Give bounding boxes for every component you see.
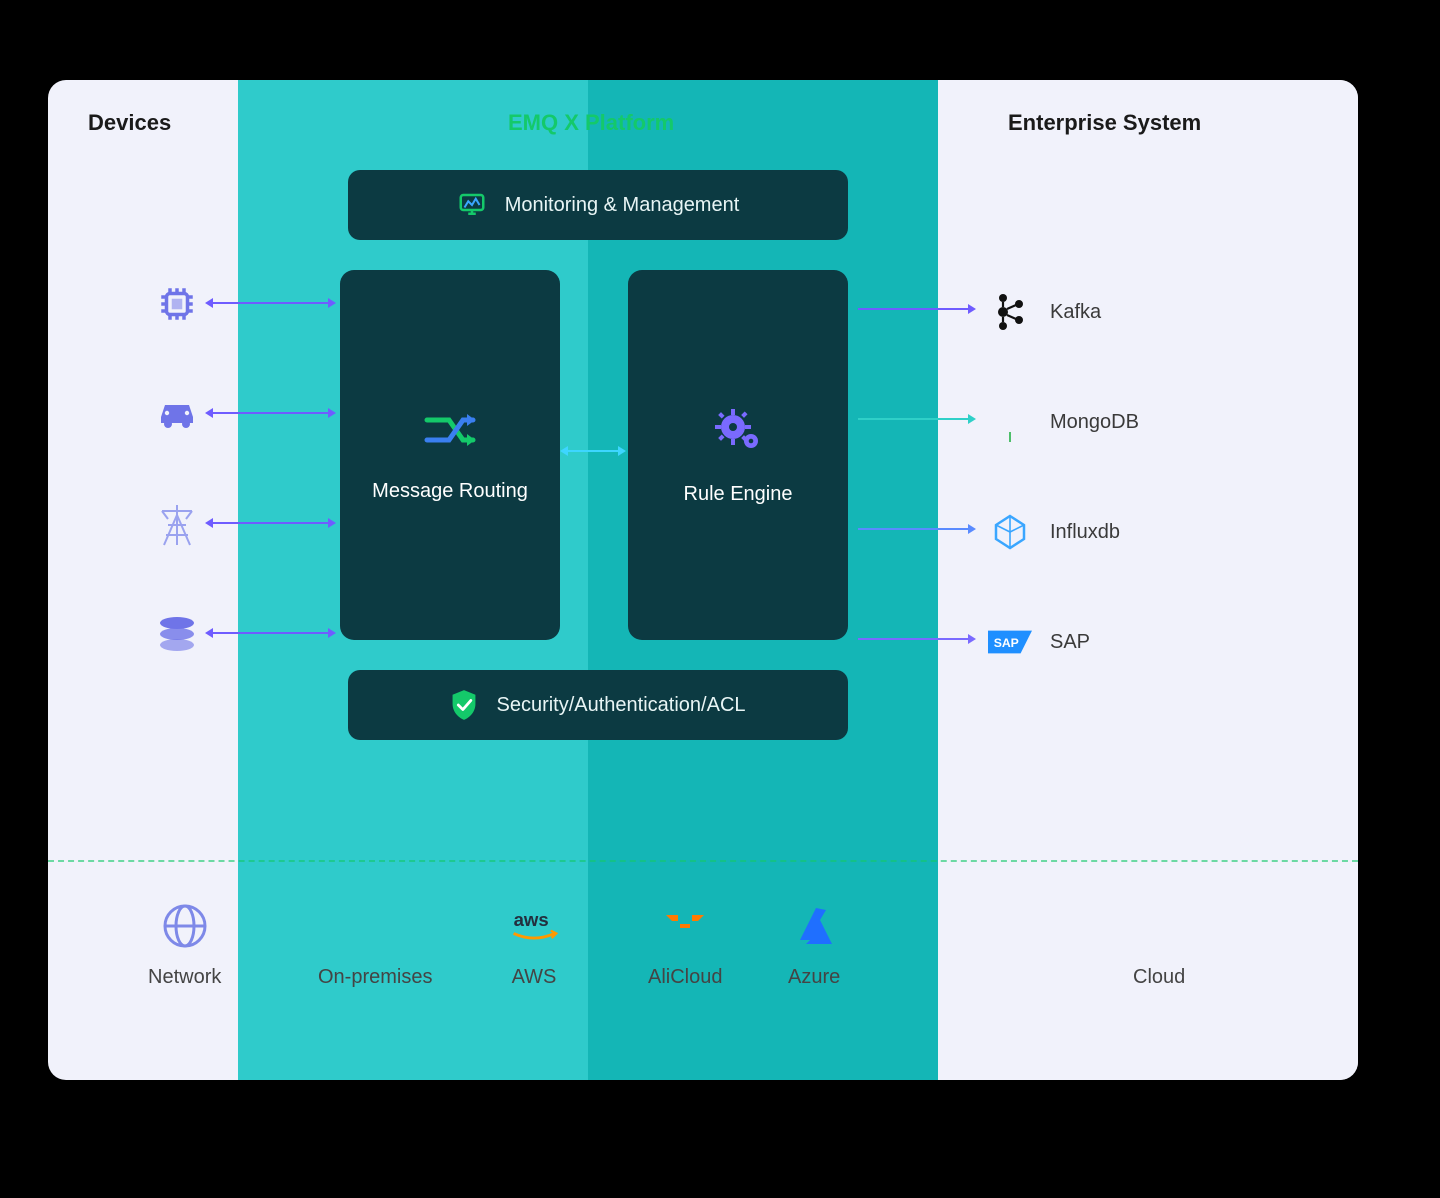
arrow-to-kafka [858, 308, 968, 310]
arrow-to-influx [858, 528, 968, 530]
divider-line [48, 860, 1358, 862]
gear-icon [711, 405, 765, 455]
footer-item-cloud: Cloud [1133, 900, 1185, 989]
device-arrow-car [213, 412, 328, 414]
onprem-label: On-premises [318, 966, 432, 989]
tower-icon [153, 500, 201, 548]
footer-item-network: Network [148, 900, 221, 989]
device-arrow-server [213, 632, 328, 634]
azure-icon [788, 900, 840, 952]
device-arrow-chip [213, 302, 328, 304]
cloud-label: Cloud [1133, 966, 1185, 989]
chip-icon [153, 280, 201, 328]
arrow-to-mongodb [858, 418, 968, 420]
rule-label: Rule Engine [684, 483, 793, 506]
rule-engine-card: Rule Engine [628, 270, 848, 640]
footer-item-onprem: On-premises [318, 900, 432, 989]
routing-label: Message Routing [372, 480, 528, 503]
security-card: Security/Authentication/ACL [348, 670, 848, 740]
enterprise-title: Enterprise System [1008, 110, 1201, 136]
arrow-to-sap [858, 638, 968, 640]
footer-item-alicloud: AliCloud [648, 900, 722, 989]
mongodb-icon [988, 400, 1032, 444]
azure-label: Azure [788, 966, 840, 989]
routing-icon [423, 408, 477, 452]
security-label: Security/Authentication/ACL [496, 694, 745, 717]
enterprise-item-kafka: Kafka [988, 290, 1101, 334]
onprem-icon [349, 900, 401, 952]
network-label: Network [148, 966, 221, 989]
monitor-icon [457, 190, 487, 220]
footer-item-azure: Azure [788, 900, 840, 989]
server-icon [153, 610, 201, 658]
enterprise-item-mongodb: MongoDB [988, 400, 1139, 444]
mongodb-label: MongoDB [1050, 411, 1139, 434]
devices-title: Devices [88, 110, 171, 136]
enterprise-item-influx: Influxdb [988, 510, 1120, 554]
alicloud-label: AliCloud [648, 966, 722, 989]
svg-text:aws: aws [514, 909, 549, 930]
platform-title: EMQ X Platform [508, 110, 674, 136]
architecture-diagram: Devices EMQ X Platform Enterprise System… [48, 80, 1358, 1080]
monitoring-label: Monitoring & Management [505, 194, 740, 217]
message-routing-card: Message Routing [340, 270, 560, 640]
network-icon [159, 900, 211, 952]
monitoring-card: Monitoring & Management [348, 170, 848, 240]
footer-item-aws: aws AWS [508, 900, 560, 989]
car-icon [153, 390, 201, 438]
svg-text:SAP: SAP [994, 636, 1019, 650]
center-arrow [568, 450, 618, 452]
influx-label: Influxdb [1050, 521, 1120, 544]
device-arrow-tower [213, 522, 328, 524]
sap-icon: SAP [988, 620, 1032, 664]
kafka-label: Kafka [1050, 301, 1101, 324]
shield-icon [450, 689, 478, 721]
influx-icon [988, 510, 1032, 554]
cloud-icon [1133, 900, 1185, 952]
kafka-icon [988, 290, 1032, 334]
aws-icon: aws [508, 900, 560, 952]
aws-label: AWS [512, 966, 557, 989]
alicloud-icon [659, 900, 711, 952]
sap-label: SAP [1050, 631, 1090, 654]
enterprise-item-sap: SAP SAP [988, 620, 1090, 664]
